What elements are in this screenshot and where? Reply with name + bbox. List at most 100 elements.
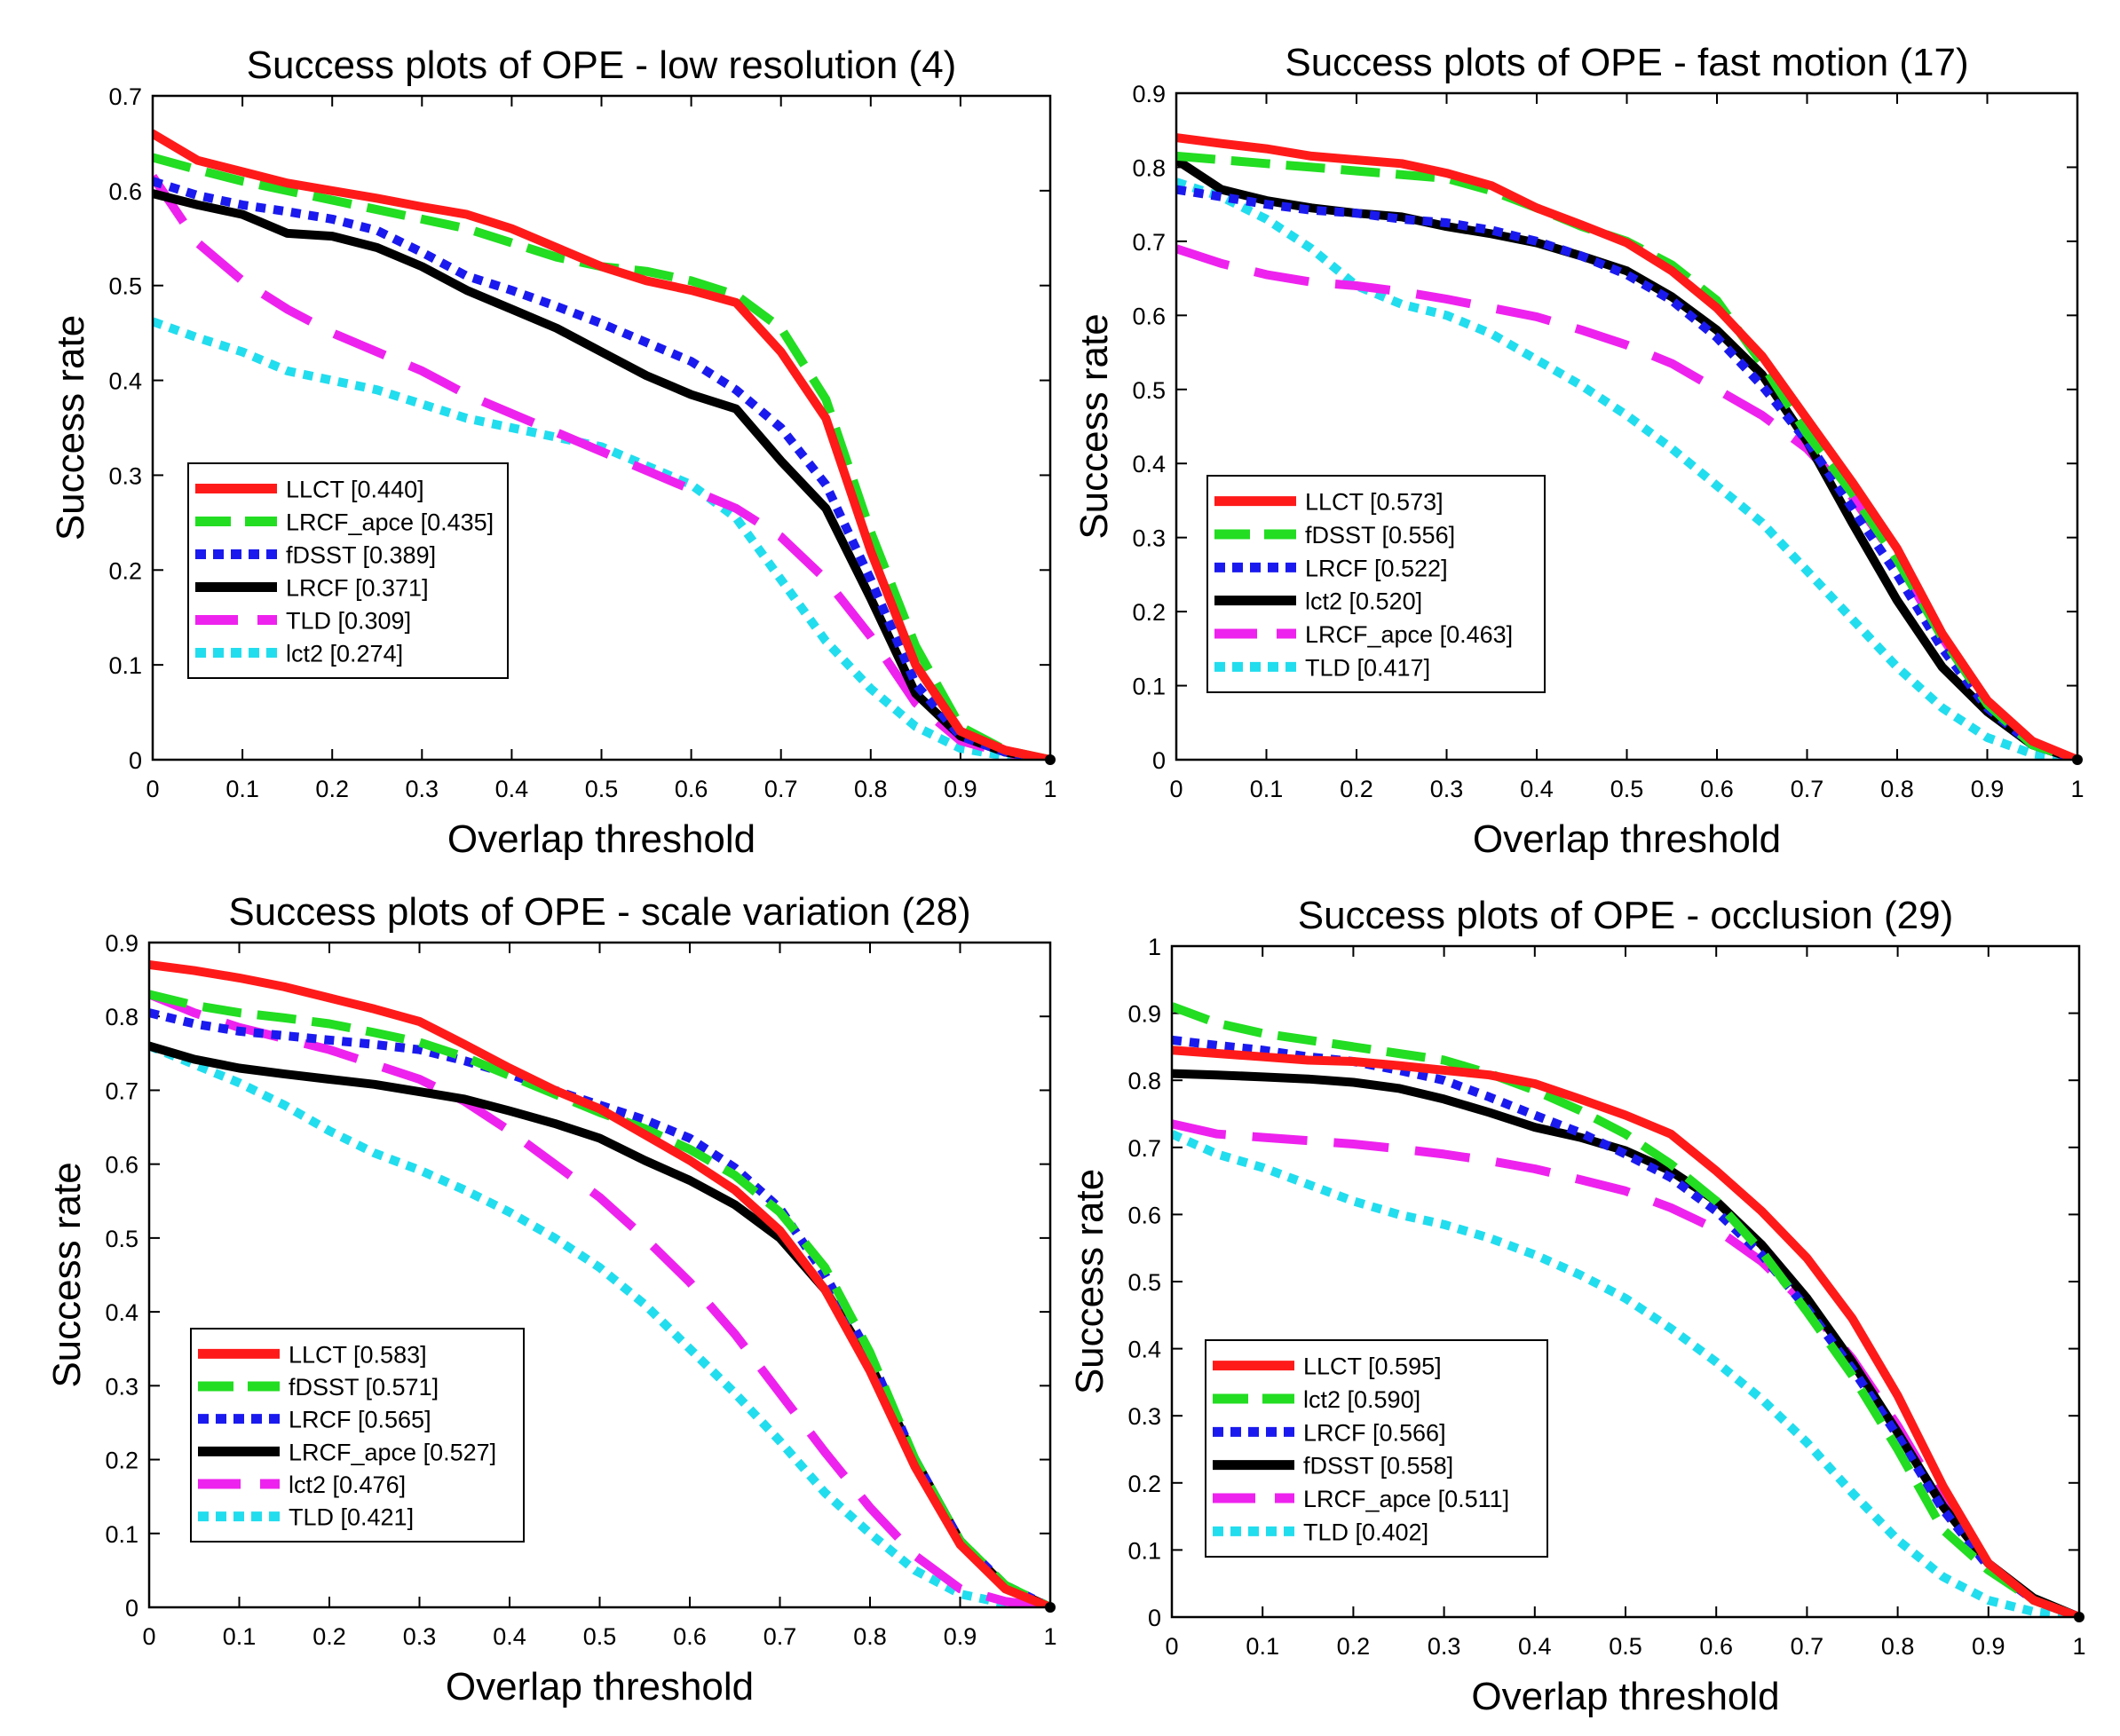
legend-label: LRCF_apce [0.463]: [1305, 621, 1513, 648]
x-tick-label: 0.5: [585, 776, 619, 802]
y-tick-label: 0.3: [105, 1373, 138, 1400]
x-tick-label: 1: [1043, 776, 1056, 802]
legend-label: LRCF [0.566]: [1303, 1419, 1446, 1446]
legend-label: LRCF_apce [0.435]: [286, 509, 494, 536]
x-tick-label: 0.3: [406, 776, 439, 802]
y-tick-label: 0.7: [108, 83, 142, 110]
chart-title: Success plots of OPE - scale variation (…: [228, 890, 970, 934]
y-tick-label: 0.6: [1132, 303, 1166, 329]
legend: LLCT [0.595] lct2 [0.590] LRCF [0.566] fDSS…: [1205, 1339, 1548, 1558]
series-line: [149, 1041, 1051, 1607]
plot-frame: [1170, 944, 2081, 1619]
y-tick-label: 0.9: [105, 930, 138, 957]
series-line: [1172, 1130, 2080, 1617]
y-tick-label: 0.8: [1127, 1068, 1161, 1094]
y-tick-label: 0.5: [108, 273, 142, 300]
y-tick-label: 0.7: [1132, 229, 1166, 256]
x-tick-label: 0.9: [944, 776, 977, 802]
chart-panel-1: Success plots of OPE - low resolution (4…: [49, 43, 1057, 861]
y-tick-label: 0: [1148, 1605, 1161, 1631]
y-tick-label: 0.7: [105, 1077, 138, 1104]
y-tick-label: 0.6: [108, 178, 142, 205]
series-line: [149, 990, 1051, 1607]
x-tick-label: 0.6: [673, 1623, 707, 1650]
legend-label: lct2 [0.520]: [1305, 588, 1422, 615]
y-tick-label: 0.1: [108, 652, 142, 679]
series-line: [1176, 244, 2079, 760]
legend-label: LLCT [0.440]: [286, 477, 424, 503]
y-tick-label: 0.4: [105, 1299, 138, 1326]
y-tick-label: 0.1: [1127, 1537, 1161, 1564]
x-tick-label: 0.6: [1700, 776, 1734, 802]
x-tick-label: 0.2: [312, 1623, 346, 1650]
x-tick-label: 0.5: [583, 1623, 617, 1650]
x-tick-label: 1: [1043, 1623, 1056, 1650]
x-tick-label: 0.2: [1337, 1633, 1371, 1660]
y-tick-label: 0.2: [108, 557, 142, 584]
y-tick-label: 0.5: [1132, 377, 1166, 404]
series-line: [153, 129, 1055, 760]
y-axis-label: Success rate: [1072, 313, 1116, 539]
x-tick-label: 0.7: [1791, 776, 1824, 802]
y-tick-label: 0.3: [1127, 1403, 1161, 1430]
legend-label: LLCT [0.583]: [289, 1341, 427, 1368]
y-tick-label: 0.6: [105, 1152, 138, 1179]
series-line: [1172, 1119, 2081, 1617]
series-line: [1172, 1046, 2084, 1617]
legend-label: fDSST [0.571]: [289, 1374, 439, 1401]
y-axis-label: Success rate: [45, 1162, 89, 1387]
series-group: [1172, 1002, 2084, 1617]
series-line: [1172, 1002, 2081, 1617]
y-tick-label: 0.2: [105, 1448, 138, 1474]
x-tick-label: 1: [2070, 776, 2084, 802]
x-tick-label: 0.6: [1699, 1633, 1733, 1660]
x-tick-label: 0.1: [1246, 1633, 1279, 1660]
legend-label: LRCF_apce [0.511]: [1303, 1486, 1509, 1512]
x-axis-label: Overlap threshold: [446, 1665, 754, 1708]
x-tick-label: 0: [1169, 776, 1183, 802]
y-tick-label: 0.1: [1132, 674, 1166, 700]
x-tick-label: 0.9: [944, 1623, 977, 1650]
series-line: [1176, 185, 2079, 760]
chart-panel-3: Success plots of OPE - scale variation (…: [45, 890, 1057, 1708]
y-axis-label: Success rate: [49, 315, 92, 541]
legend-label: TLD [0.417]: [1305, 654, 1430, 681]
x-tick-label: 0.3: [1428, 1633, 1461, 1660]
y-tick-label: 0: [125, 1595, 138, 1622]
chart-title: Success plots of OPE - occlusion (29): [1298, 894, 1954, 937]
x-tick-label: 1: [2072, 1633, 2085, 1660]
x-tick-label: 0: [146, 776, 159, 802]
legend-label: LRCF [0.565]: [289, 1407, 431, 1433]
chart-title: Success plots of OPE - low resolution (4…: [247, 43, 957, 87]
series-group: [1176, 133, 2082, 760]
legend-box: [1205, 1339, 1548, 1558]
legend-label: LRCF [0.522]: [1305, 555, 1448, 581]
x-tick-label: 0.4: [493, 1623, 526, 1650]
y-tick-label: 0.2: [1127, 1471, 1161, 1497]
y-tick-label: 0.8: [105, 1004, 138, 1030]
x-tick-label: 0.1: [223, 1623, 257, 1650]
legend: LLCT [0.573] fDSST [0.556] LRCF [0.522] lct…: [1206, 475, 1546, 693]
y-axis-label: Success rate: [1068, 1169, 1111, 1394]
x-tick-label: 0: [142, 1623, 155, 1650]
y-tick-label: 0.8: [1132, 154, 1166, 181]
x-tick-label: 0.3: [1430, 776, 1464, 802]
legend-label: TLD [0.402]: [1303, 1519, 1428, 1545]
legend-label: TLD [0.421]: [289, 1504, 414, 1531]
x-tick-label: 0.9: [1972, 1633, 2005, 1660]
x-tick-label: 0.5: [1609, 1633, 1642, 1660]
x-tick-label: 0.8: [854, 776, 888, 802]
chart-panel-4: Success plots of OPE - occlusion (29) Ove…: [1068, 894, 2086, 1718]
x-tick-label: 0.7: [1791, 1633, 1824, 1660]
series-group: [149, 960, 1055, 1607]
x-tick-label: 0.4: [1520, 776, 1554, 802]
x-tick-label: 0.2: [1340, 776, 1373, 802]
legend-box: [187, 462, 509, 679]
x-tick-label: 0.7: [763, 1623, 797, 1650]
legend-label: LRCF [0.371]: [286, 575, 429, 602]
x-axis-label: Overlap threshold: [447, 817, 755, 861]
x-tick-label: 0: [1165, 1633, 1178, 1660]
y-tick-label: 0: [129, 747, 142, 774]
x-tick-label: 0.1: [225, 776, 259, 802]
